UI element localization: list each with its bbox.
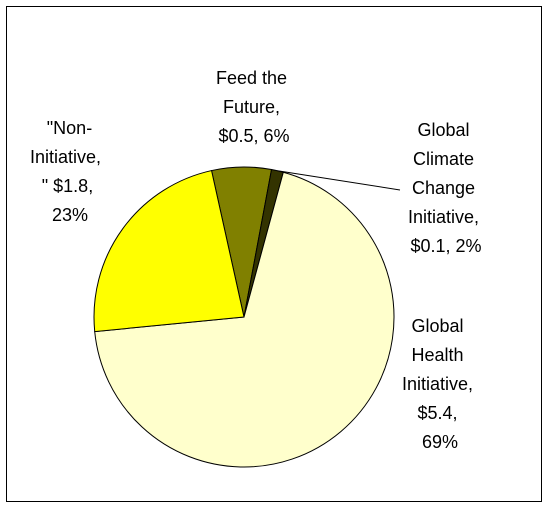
slice-label-global-health: Global Health Initiative, $5.4, 69% [402, 316, 478, 452]
slice-label-global-climate-change: Global Climate Change Initiative, $0.1, … [408, 120, 484, 256]
slice-label-non-initiative: "Non- Initiative, " $1.8, 23% [30, 118, 106, 225]
slice-label-feed-the-future: Feed the Future, $0.5, 6% [216, 68, 292, 146]
pie-slices [94, 167, 394, 467]
